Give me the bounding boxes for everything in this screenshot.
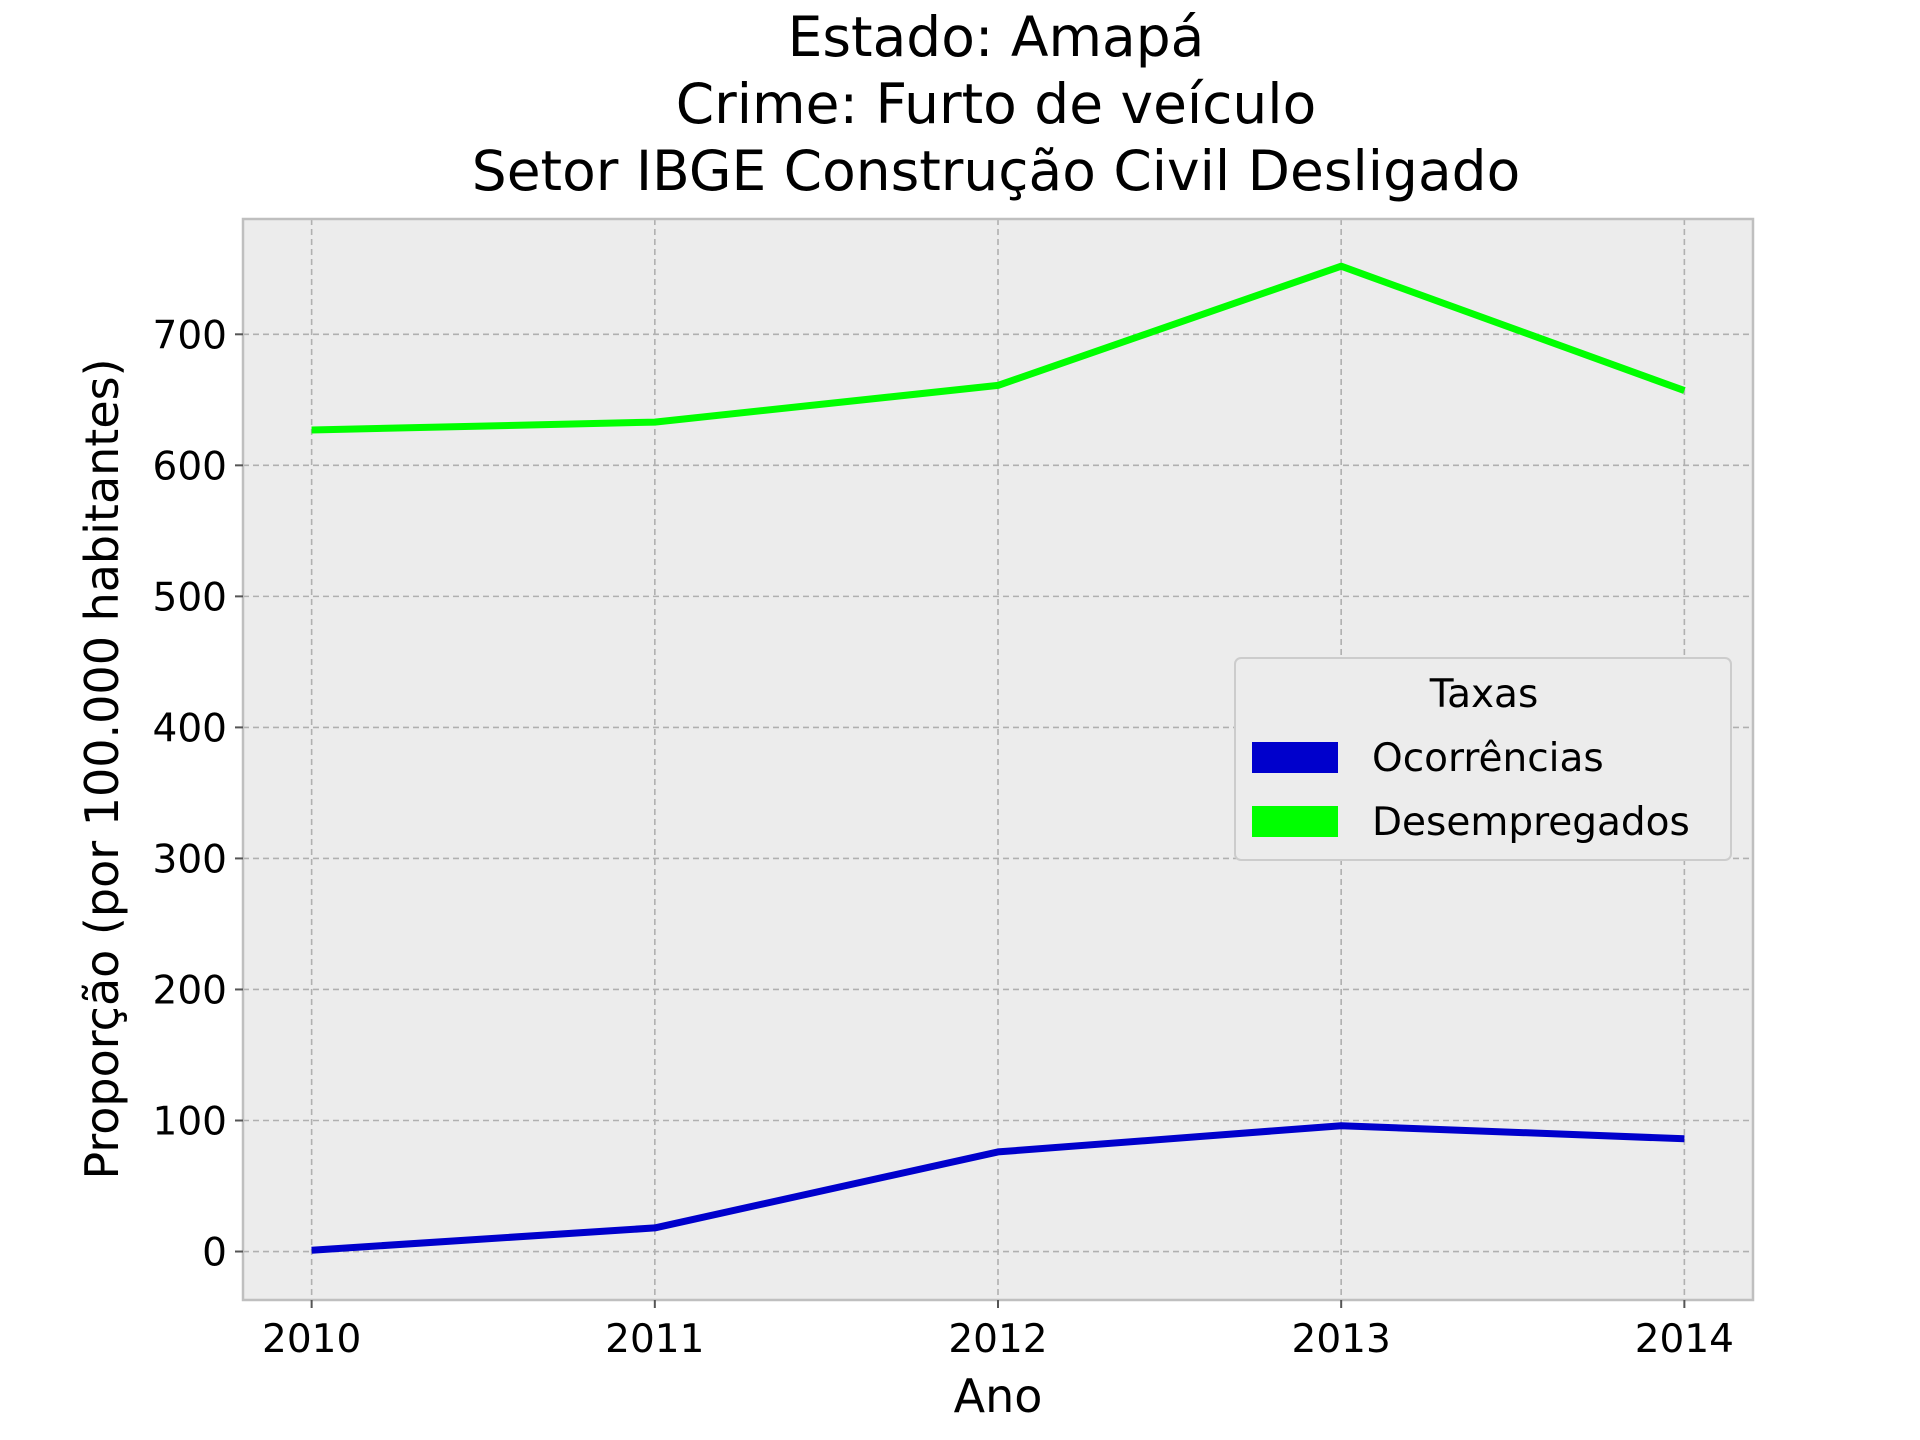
legend-label-ocorrencias: Ocorrências xyxy=(1372,736,1604,781)
series-line-ocorrencias xyxy=(311,1122,1685,1254)
y-tick-label: 0 xyxy=(202,1231,227,1276)
title-line-3: Setor IBGE Construção Civil Desligado xyxy=(472,139,1520,203)
x-tick-label: 2011 xyxy=(605,1317,704,1362)
legend: Taxas Ocorrências Desempregados xyxy=(1234,657,1732,861)
y-tick-label: 400 xyxy=(153,706,227,751)
y-tick-label: 600 xyxy=(153,444,227,489)
chart-title: Estado: Amapá Crime: Furto de veículo Se… xyxy=(472,5,1520,203)
x-tick-label: 2012 xyxy=(948,1317,1047,1362)
x-tick-label: 2013 xyxy=(1292,1317,1391,1362)
y-tick-label: 500 xyxy=(153,575,227,620)
legend-label-desempregados: Desempregados xyxy=(1372,800,1690,845)
y-tick-label: 700 xyxy=(153,313,227,358)
x-tick-label: 2010 xyxy=(262,1317,361,1362)
y-axis-ticks: 0 100 200 300 400 500 600 700 xyxy=(153,313,243,1276)
series-line-desempregados xyxy=(311,262,1686,434)
legend-box xyxy=(1234,657,1732,861)
grid-lines xyxy=(243,219,1753,1300)
x-tick-label: 2014 xyxy=(1635,1317,1734,1362)
y-tick-label: 100 xyxy=(153,1099,227,1144)
title-line-1: Estado: Amapá xyxy=(788,5,1205,69)
legend-title: Taxas xyxy=(1429,672,1539,717)
y-tick-label: 300 xyxy=(153,837,227,882)
title-line-2: Crime: Furto de veículo xyxy=(676,72,1316,136)
y-tick-label: 200 xyxy=(153,968,227,1013)
x-axis-label: Ano xyxy=(954,1369,1043,1423)
legend-swatch-ocorrencias xyxy=(1252,742,1338,773)
legend-swatch-desempregados xyxy=(1252,806,1338,837)
x-axis-ticks: 2010 2011 2012 2013 2014 xyxy=(262,1300,1734,1362)
y-axis-label: Proporção (por 100.000 habitantes) xyxy=(75,358,129,1179)
series-lines xyxy=(311,262,1686,1254)
